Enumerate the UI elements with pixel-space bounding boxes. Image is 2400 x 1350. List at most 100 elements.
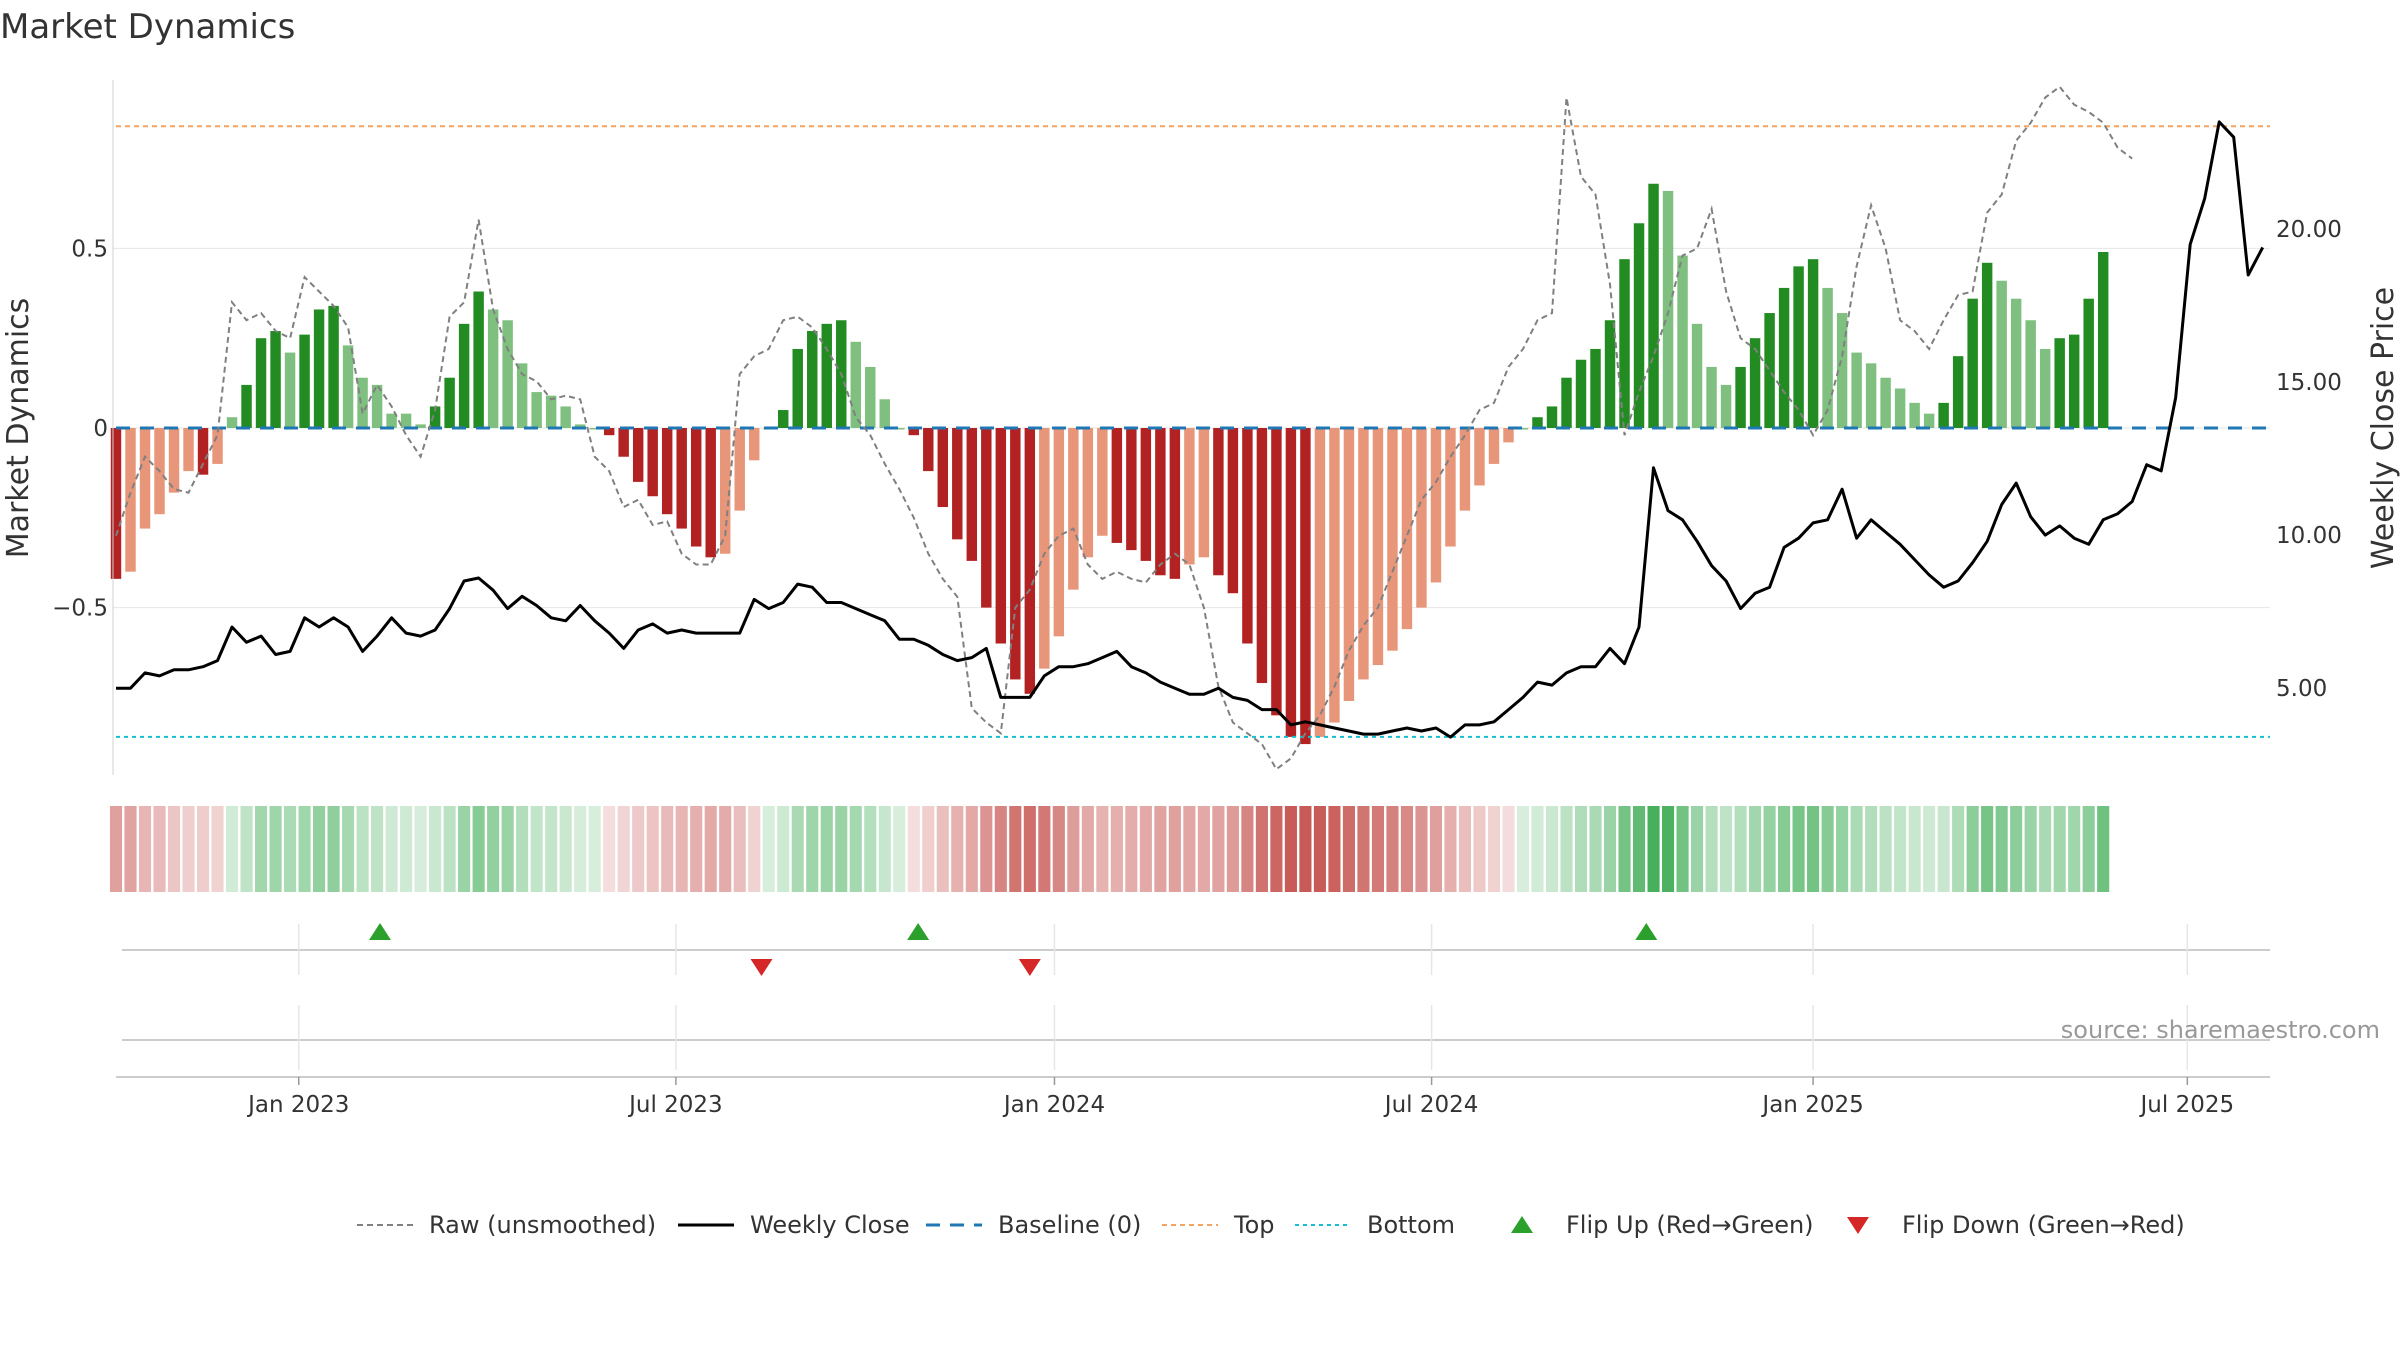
heat-cell (298, 806, 311, 892)
heat-cell (414, 806, 427, 892)
heat-cell (182, 806, 195, 892)
heat-cell (1342, 806, 1355, 892)
heat-cell (1792, 806, 1805, 892)
heat-cell (1966, 806, 1979, 892)
heat-cell (806, 806, 819, 892)
legend: Raw (unsmoothed) Weekly Close Baseline (0)… (357, 1211, 2185, 1239)
heat-cell (1618, 806, 1631, 892)
momentum-bar (560, 406, 571, 428)
momentum-bar (574, 424, 586, 428)
heat-cell (138, 806, 152, 892)
heat-cell (675, 806, 688, 892)
heat-cell (1502, 806, 1515, 892)
heat-cell (1516, 806, 1530, 892)
heat-cell (501, 806, 514, 892)
momentum-bar (487, 309, 499, 428)
momentum-bar (1082, 428, 1094, 558)
heat-cell (1444, 806, 1457, 892)
momentum-bar (168, 428, 180, 493)
momentum-bar (1967, 298, 1978, 428)
heat-cell (284, 806, 297, 892)
momentum-bar (2025, 320, 2036, 428)
heat-cell (777, 806, 790, 892)
heat-cell (1052, 806, 1065, 892)
heat-cell (1821, 806, 1834, 892)
heat-cell (1879, 806, 1892, 892)
momentum-bar (241, 384, 252, 428)
momentum-bar (1880, 377, 1891, 428)
momentum-bar (371, 384, 383, 428)
heat-cell (2082, 806, 2095, 892)
legend-label: Flip Down (Green→Red) (1902, 1211, 2185, 1239)
momentum-bar (850, 341, 861, 428)
momentum-bar (603, 428, 615, 436)
heat-cell (1647, 806, 1660, 892)
legend-item-flip_up: Flip Up (Red→Green) (1511, 1211, 1814, 1239)
momentum-bar (1285, 428, 1297, 737)
flip-up-marker (907, 923, 930, 940)
heat-cell (530, 806, 543, 892)
x-tick-label: Jan 2023 (246, 1092, 349, 1118)
axes: 0.5 0 −0.5 20.00 15.00 10.00 5.00 Jan 2023 Jul 2… (52, 80, 2342, 1118)
legend-flip-up-swatch (1511, 1216, 1533, 1233)
momentum-bar (415, 424, 426, 428)
momentum-bar (502, 320, 513, 428)
heat-cell (487, 806, 500, 892)
momentum-bar (1662, 190, 1674, 428)
heat-cell (704, 806, 717, 892)
legend-label: Raw (unsmoothed) (429, 1211, 656, 1239)
heat-cell (878, 806, 891, 892)
source-credit: source: sharemaestro.com (2061, 1016, 2380, 1044)
momentum-bar (690, 428, 702, 547)
momentum-bar (937, 428, 949, 508)
legend-item-baseline: Baseline (0) (926, 1211, 1141, 1239)
momentum-bar (1996, 280, 2007, 428)
momentum-bar (1793, 266, 1804, 428)
heat-cell (1952, 806, 1965, 892)
chart-title: Market Dynamics (0, 7, 295, 47)
indicator-lines (115, 85, 2270, 771)
heat-cell (1371, 806, 1384, 892)
momentum-bar (719, 428, 731, 554)
heat-cell (1139, 806, 1152, 892)
momentum-heat-strip (109, 806, 2110, 892)
heat-cell (1923, 806, 1936, 892)
heat-cell (835, 806, 848, 892)
momentum-bar (749, 428, 760, 461)
heat-cell (1255, 806, 1268, 892)
momentum-bar (1894, 388, 1906, 428)
momentum-bar (1213, 428, 1224, 576)
y-axis-right-label: Weekly Close Price (2366, 287, 2400, 569)
momentum-bar (125, 428, 136, 572)
momentum-bar (923, 428, 934, 472)
momentum-bar (1561, 377, 1572, 428)
flip-up-marker (368, 923, 391, 940)
heat-cell (1589, 806, 1602, 892)
heat-cell (313, 806, 326, 892)
momentum-bar (429, 406, 441, 428)
heat-cell (1487, 806, 1501, 892)
y-tick-right-label: 10.00 (2276, 523, 2342, 549)
momentum-bar (2054, 338, 2065, 428)
heat-cell (1357, 806, 1370, 892)
heat-cell (1690, 806, 1704, 892)
heat-cell (559, 806, 572, 892)
heat-cell (1226, 806, 1239, 892)
momentum-bar (589, 428, 600, 430)
momentum-bar (1546, 406, 1558, 428)
flip-down-marker (1018, 959, 1041, 976)
momentum-bar (676, 428, 687, 529)
heat-cell (951, 806, 964, 892)
momentum-bar (1010, 428, 1021, 680)
heat-cell (1241, 806, 1254, 892)
momentum-bar (1604, 320, 1616, 428)
heat-cell (385, 806, 398, 892)
momentum-bar (110, 428, 122, 579)
legend-label: Bottom (1367, 1211, 1455, 1239)
heat-cell (1545, 806, 1559, 892)
momentum-bar (1575, 359, 1587, 428)
heat-cell (1400, 806, 1414, 892)
heat-cell (1009, 806, 1022, 892)
heat-cell (443, 806, 456, 892)
momentum-bar (1648, 183, 1659, 428)
